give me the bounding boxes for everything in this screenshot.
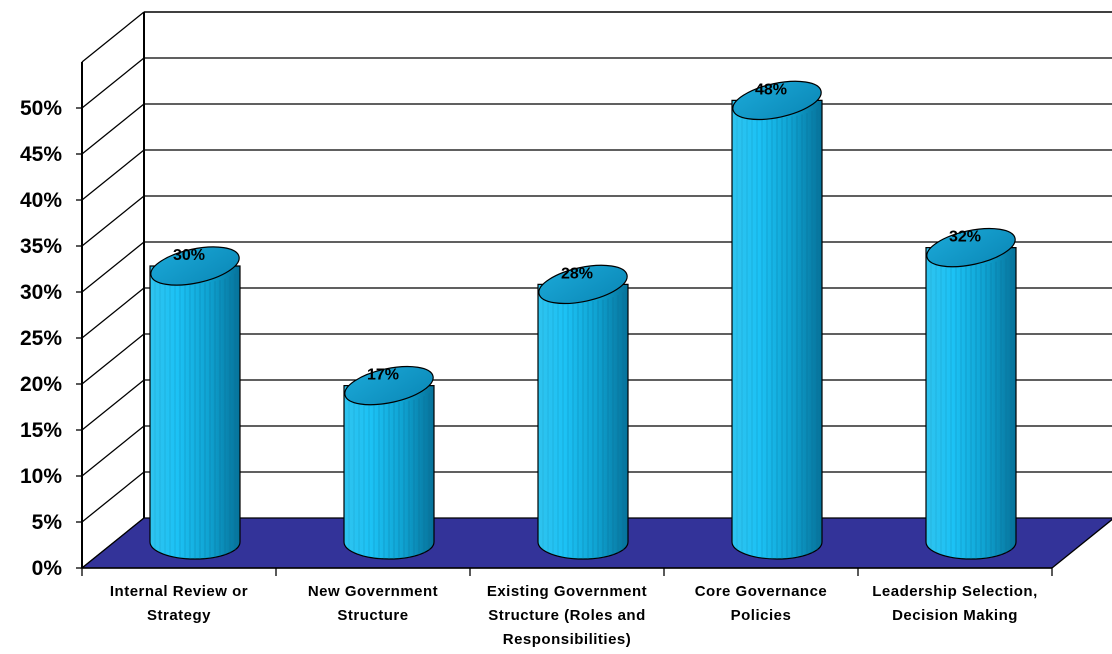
bar-top — [538, 264, 628, 305]
y-tick-label: 20% — [20, 373, 62, 396]
gridline-side — [81, 149, 145, 201]
value-labels: 30% 17% 28% 48% 32% — [173, 81, 981, 383]
y-tick-label: 30% — [20, 281, 62, 304]
gridline-side — [81, 333, 145, 385]
data-label: 28% — [561, 265, 593, 282]
gridline-side — [81, 287, 145, 339]
gridline-side — [81, 379, 145, 431]
gridline-side — [81, 195, 145, 247]
bar-top — [150, 246, 240, 286]
gridline-side — [81, 241, 145, 293]
bar-body — [149, 265, 241, 560]
x-tick-label: Leadership Selection, Decision Making — [872, 583, 1038, 624]
y-tick-label: 0% — [32, 557, 63, 580]
y-tick-label: 40% — [20, 189, 62, 212]
bar — [149, 246, 241, 560]
data-label: 17% — [367, 367, 399, 384]
y-tick-label: 35% — [20, 235, 62, 258]
y-tick-label: 45% — [20, 143, 62, 166]
bar-body — [537, 283, 629, 560]
gridline-side — [81, 425, 145, 477]
x-tick-label: New Government Structure — [307, 583, 439, 624]
y-tick-label: 10% — [20, 465, 62, 488]
x-tick-label: Existing Government Structure (Roles and… — [486, 583, 648, 648]
gridline-side — [81, 103, 145, 155]
side-wall-top-edge — [81, 11, 145, 63]
bar — [925, 227, 1017, 560]
data-label: 30% — [173, 247, 205, 264]
y-tick-label: 15% — [20, 419, 62, 442]
bar-body — [343, 385, 435, 560]
gridline-side — [81, 471, 145, 523]
bar — [537, 264, 629, 560]
y-tick-label: 50% — [20, 97, 62, 120]
bar-top — [926, 227, 1016, 268]
data-label: 32% — [949, 229, 981, 246]
bar — [343, 365, 435, 560]
bar-body — [731, 99, 823, 560]
x-tick-label: Internal Review or Strategy — [109, 583, 249, 624]
y-tick-label: 5% — [32, 511, 63, 534]
axes: 0% 5% 10% 15% 20% 25% 30% 35% 40% 45% 50% — [20, 62, 1053, 580]
x-tick-label: Core Governance Policies — [694, 583, 828, 624]
bar-top — [344, 365, 434, 406]
plot-back-wall — [81, 11, 1112, 569]
gridline-side — [81, 57, 145, 109]
bar-body — [925, 247, 1017, 560]
bar-top — [732, 80, 822, 121]
y-tick-label: 25% — [20, 327, 62, 350]
bars — [149, 80, 1017, 560]
data-label: 48% — [755, 81, 787, 98]
bar — [731, 80, 823, 560]
